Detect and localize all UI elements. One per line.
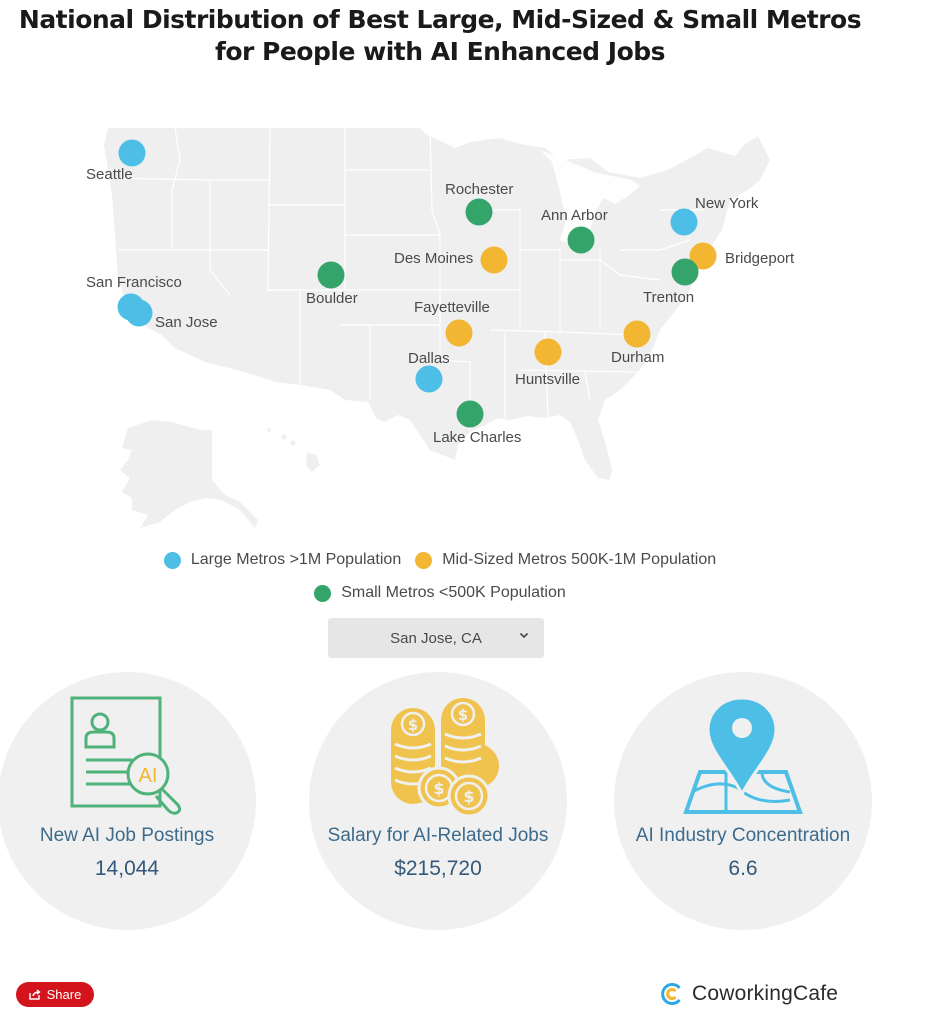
- us-map-shape: [104, 127, 770, 528]
- metro-select-value: San Jose, CA: [390, 629, 482, 647]
- chevron-down-icon: [519, 632, 529, 639]
- city-label: Fayetteville: [414, 299, 490, 316]
- svg-text:$: $: [408, 716, 418, 734]
- metro-select[interactable]: San Jose, CA: [328, 618, 544, 658]
- legend-label: Mid-Sized Metros 500K-1M Population: [442, 551, 717, 568]
- stat-salary: $ $ $ $ Salary for AI-Related Jobs $215,…: [309, 672, 567, 930]
- stat-label: Salary for AI-Related Jobs: [327, 825, 549, 846]
- us-map: Seattle San Francisco San Jose Boulder R…: [0, 100, 933, 540]
- marker-dallas[interactable]: [415, 365, 443, 393]
- stat-value: 14,044: [94, 857, 160, 880]
- marker-seattle[interactable]: [118, 139, 146, 167]
- chart-title: National Distribution of Best Large, Mid…: [0, 4, 880, 68]
- share-label: Share: [46, 987, 82, 1002]
- city-label: Boulder: [306, 290, 358, 307]
- city-label: San Francisco: [86, 274, 182, 291]
- city-label: Ann Arbor: [541, 207, 608, 224]
- title-line-1: National Distribution of Best Large, Mid…: [18, 5, 862, 34]
- legend-item-small[interactable]: Small Metros <500K Population: [314, 584, 566, 602]
- marker-ann-arbor[interactable]: [567, 226, 595, 254]
- marker-durham[interactable]: [623, 320, 651, 348]
- legend-item-large[interactable]: Large Metros >1M Population: [163, 551, 402, 569]
- coworkingcafe-logo-icon: [661, 983, 681, 1005]
- marker-rochester[interactable]: [465, 198, 493, 226]
- svg-text:$: $: [458, 706, 468, 724]
- legend-dot-large: [163, 551, 181, 569]
- city-label: Dallas: [408, 350, 450, 367]
- city-label: Trenton: [643, 289, 695, 306]
- city-label: Des Moines: [394, 250, 474, 267]
- legend-label: Large Metros >1M Population: [190, 551, 402, 568]
- legend-label: Small Metros <500K Population: [341, 584, 566, 601]
- marker-des-moines[interactable]: [480, 246, 508, 274]
- marker-new-york[interactable]: [670, 208, 698, 236]
- marker-lake-charles[interactable]: [456, 400, 484, 428]
- stat-label: New AI Job Postings: [39, 825, 215, 846]
- resume-magnifier-ai-icon: AI: [70, 696, 182, 815]
- stat-job-postings: AI New AI Job Postings 14,044: [0, 672, 256, 930]
- city-label: Seattle: [86, 166, 133, 183]
- marker-boulder[interactable]: [317, 261, 345, 289]
- map-pin-icon: [683, 696, 803, 814]
- svg-text:$: $: [433, 779, 444, 798]
- legend-dot-mid: [415, 551, 433, 569]
- stat-value: $215,720: [394, 857, 482, 880]
- marker-trenton[interactable]: [671, 258, 699, 286]
- city-label: Lake Charles: [433, 429, 522, 446]
- city-label: Rochester: [445, 181, 514, 198]
- city-label: Durham: [611, 349, 665, 366]
- city-label: New York: [695, 195, 759, 212]
- title-line-2: for People with AI Enhanced Jobs: [214, 37, 666, 66]
- share-button[interactable]: Share: [16, 982, 94, 1007]
- share-icon: [28, 989, 41, 1000]
- city-label: Huntsville: [515, 371, 581, 388]
- legend-item-mid[interactable]: Mid-Sized Metros 500K-1M Population: [415, 551, 716, 569]
- coin-stacks-icon: $ $ $ $: [391, 698, 499, 817]
- stat-label: AI Industry Concentration: [635, 825, 851, 846]
- city-label: San Jose: [155, 314, 218, 331]
- marker-san-jose[interactable]: [125, 299, 153, 327]
- stat-value: 6.6: [728, 857, 758, 880]
- marker-fayetteville[interactable]: [445, 319, 473, 347]
- brand-logo[interactable]: CoworkingCafe: [660, 982, 838, 1006]
- stat-concentration: AI Industry Concentration 6.6: [614, 672, 872, 930]
- brand-name: CoworkingCafe: [692, 982, 839, 1005]
- svg-text:$: $: [463, 787, 474, 806]
- legend-dot-small: [314, 584, 332, 602]
- marker-huntsville[interactable]: [534, 338, 562, 366]
- svg-text:AI: AI: [139, 765, 158, 787]
- city-label: Bridgeport: [725, 250, 795, 267]
- map-legend: Large Metros >1M Population Mid-Sized Me…: [0, 546, 880, 612]
